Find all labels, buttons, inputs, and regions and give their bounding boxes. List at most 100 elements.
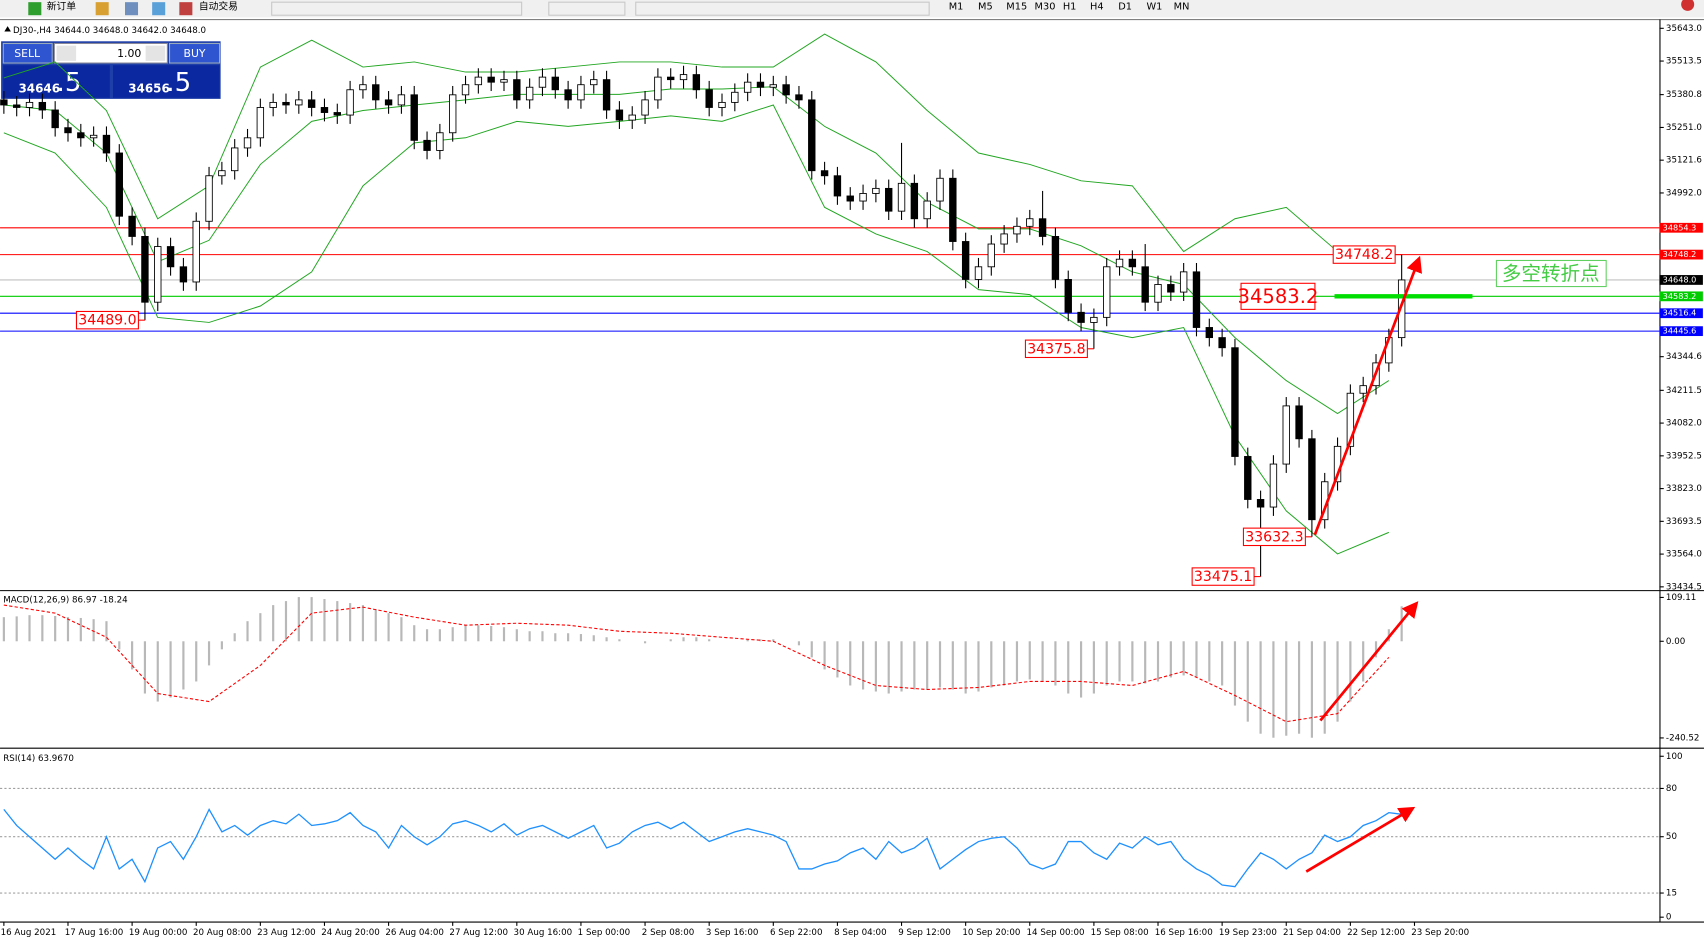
x-tick-label: 15 Sep 08:00: [1091, 928, 1149, 938]
trend-arrow: [1313, 255, 1422, 536]
macd-bar: [349, 603, 352, 642]
icon[interactable]: [28, 2, 42, 16]
bid-box[interactable]: [3, 65, 110, 98]
icon[interactable]: [179, 2, 193, 16]
candle-body: [51, 109, 59, 129]
icon-group[interactable]: [635, 1, 930, 16]
macd-bar: [1336, 641, 1339, 722]
macd-bar: [490, 626, 493, 642]
candle-body: [1282, 405, 1290, 465]
macd-bar: [1054, 641, 1057, 686]
macd-bar: [54, 615, 57, 642]
sell-label[interactable]: SELL: [14, 47, 40, 60]
candle-body: [423, 139, 431, 151]
pivot-box: [1240, 282, 1316, 310]
macd-bar: [1028, 641, 1031, 680]
candle-body: [179, 266, 188, 283]
macd-bar: [977, 641, 980, 692]
candle-body: [77, 132, 85, 139]
macd-bar: [272, 605, 275, 642]
candle-body: [885, 187, 893, 212]
macd-bar: [105, 621, 108, 642]
lots-input[interactable]: [53, 42, 168, 64]
candle-body: [987, 243, 995, 268]
macd-bar: [413, 625, 416, 642]
spin-up[interactable]: [145, 45, 166, 61]
timeframe-button[interactable]: MN: [1174, 2, 1190, 13]
buy-label[interactable]: BUY: [184, 47, 206, 60]
candle-body: [231, 147, 239, 172]
x-tick-label: 23 Sep 20:00: [1411, 928, 1469, 938]
timeframe-button[interactable]: M5: [978, 2, 993, 13]
x-tick-label: 19 Sep 23:00: [1219, 928, 1277, 938]
candle-body: [295, 99, 303, 106]
icon[interactable]: [95, 2, 109, 16]
macd-bar: [1233, 641, 1237, 706]
auto-trading-button[interactable]: 自动交易: [199, 0, 238, 13]
candle-body: [833, 175, 842, 197]
candle-body: [743, 81, 752, 93]
timeframe-button[interactable]: M30: [1035, 2, 1056, 13]
ask-pips: .5: [166, 68, 191, 98]
candle-body: [461, 84, 470, 96]
candle-body: [782, 84, 790, 96]
candle-body: [897, 182, 906, 212]
candle-body: [1064, 279, 1072, 313]
macd-bar: [66, 617, 70, 642]
macd-bar: [669, 639, 672, 642]
candle-body: [564, 89, 572, 101]
candle-body: [590, 79, 598, 86]
new-order-button[interactable]: 新订单: [47, 0, 77, 13]
y-tick-label: 33564.0: [1666, 550, 1702, 560]
macd-bar: [515, 629, 518, 642]
candle-body: [577, 84, 585, 101]
macd-bar: [990, 641, 993, 688]
bid-price: 34646: [18, 82, 60, 96]
macd-bar: [1003, 641, 1006, 686]
ask-box[interactable]: [113, 65, 220, 98]
pivot-note: 多空转折点: [1502, 262, 1600, 285]
candle-body: [808, 99, 816, 172]
notification[interactable]: [1681, 0, 1695, 11]
macd-bar: [1272, 641, 1275, 738]
buy-button[interactable]: [169, 42, 221, 64]
macd-bar: [233, 633, 236, 642]
y-tick-label: 0.00: [1666, 637, 1685, 647]
candle-body: [128, 215, 136, 237]
macd-bar: [361, 605, 365, 642]
timeframe-button[interactable]: M15: [1006, 2, 1027, 13]
y-tick-label: 100: [1666, 752, 1683, 762]
timeframe-button[interactable]: M1: [949, 2, 964, 13]
x-tick-label: 20 Aug 08:00: [193, 928, 252, 938]
icon-group[interactable]: [271, 1, 523, 16]
macd-bar: [643, 641, 647, 644]
macd-bar: [41, 615, 44, 642]
timeframe-button[interactable]: D1: [1118, 2, 1132, 13]
icon-group[interactable]: [548, 1, 626, 16]
macd-bar: [1118, 641, 1121, 682]
candle-body: [538, 76, 547, 88]
macd-bar: [592, 635, 595, 642]
candle-body: [346, 89, 354, 116]
icon[interactable]: [124, 2, 139, 16]
icon[interactable]: [152, 2, 166, 16]
candle-body: [1269, 463, 1278, 508]
lots-value[interactable]: 1.00: [117, 47, 141, 60]
y-tick-label: 33952.5: [1666, 451, 1702, 461]
candle-body: [1051, 236, 1060, 280]
search[interactable]: [1651, 0, 1704, 14]
candle-body: [859, 193, 867, 202]
x-tick-label: 2 Sep 08:00: [642, 928, 694, 938]
timeframe-button[interactable]: H4: [1090, 2, 1104, 13]
spin-down[interactable]: [56, 45, 77, 61]
macd-bar: [284, 601, 288, 642]
pane-title: DJ30-,H4 34644.0 34648.0 34642.0 34648.0: [13, 26, 206, 36]
candle-body: [436, 132, 444, 151]
sell-button[interactable]: [2, 42, 53, 64]
timeframe-button[interactable]: W1: [1146, 2, 1162, 13]
candle-body: [1205, 327, 1214, 339]
macd-bar: [1041, 641, 1044, 682]
x-tick-label: 24 Aug 20:00: [321, 928, 380, 938]
timeframe-button[interactable]: H1: [1063, 2, 1077, 13]
candle-body: [679, 74, 688, 81]
